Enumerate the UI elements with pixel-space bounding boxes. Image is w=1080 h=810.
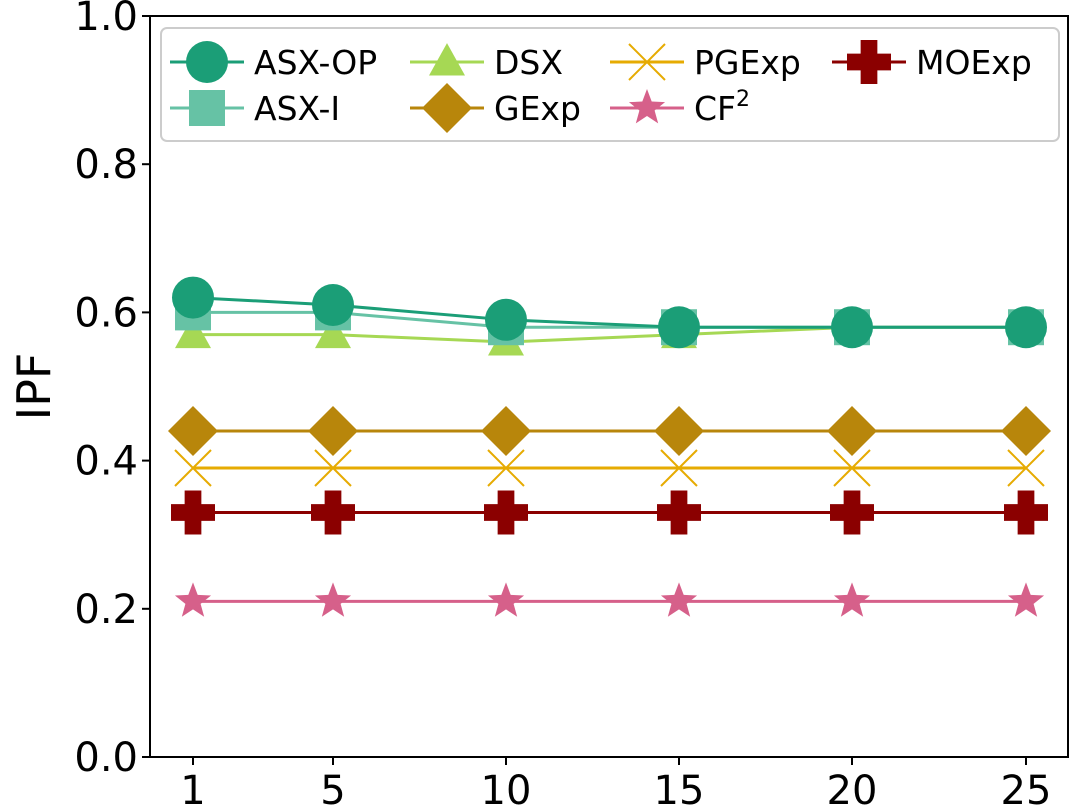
legend-marker-gexp bbox=[422, 83, 472, 133]
data-point-asx-op-20 bbox=[831, 306, 873, 349]
plot-frame bbox=[149, 15, 1069, 758]
data-point-gexp-20 bbox=[827, 405, 877, 456]
x-tick-label: 1 bbox=[180, 768, 205, 810]
data-point-pgexp-25 bbox=[1007, 449, 1045, 487]
data-point-pgexp-10 bbox=[487, 449, 525, 487]
legend-label: MOExp bbox=[916, 43, 1032, 82]
legend-box bbox=[160, 27, 1060, 142]
legend-marker-asx-op bbox=[186, 41, 228, 83]
data-point-pgexp-20 bbox=[833, 449, 871, 487]
data-point-dsx-1 bbox=[175, 315, 211, 349]
plot-lines bbox=[168, 276, 1051, 617]
data-point-moexp-5 bbox=[311, 490, 355, 535]
x-tick-label: 20 bbox=[827, 768, 878, 810]
legend-label: ASX-I bbox=[254, 89, 340, 128]
series-cf2-group bbox=[174, 582, 1045, 617]
data-point-cf2-10 bbox=[487, 582, 525, 617]
legend-item-pgexp: PGExp bbox=[610, 43, 801, 82]
data-point-asx-op-25 bbox=[1005, 306, 1047, 349]
data-point-moexp-15 bbox=[657, 490, 701, 535]
legend-marker-dsx bbox=[429, 43, 465, 76]
data-point-asx-op-5 bbox=[312, 283, 354, 326]
legend-item-moexp: MOExp bbox=[832, 40, 1032, 84]
data-point-pgexp-1 bbox=[174, 449, 212, 487]
data-point-dsx-5 bbox=[315, 315, 351, 349]
legend-label: CF2 bbox=[694, 87, 750, 128]
legend-label: GExp bbox=[494, 89, 581, 128]
y-tick-label: 0.0 bbox=[74, 735, 138, 781]
legend-label: PGExp bbox=[694, 43, 801, 82]
legend-marker-asx-i bbox=[189, 90, 225, 126]
data-point-cf2-25 bbox=[1007, 582, 1045, 617]
x-tick-label: 25 bbox=[1001, 768, 1052, 810]
data-point-gexp-15 bbox=[654, 405, 704, 456]
data-point-asx-op-15 bbox=[658, 306, 700, 349]
data-point-gexp-10 bbox=[481, 405, 531, 456]
y-tick-label: 0.4 bbox=[74, 439, 138, 485]
legend: ASX-OP DSX PGExp MOExp ASX-I GExp CF2 bbox=[160, 27, 1060, 142]
data-point-moexp-1 bbox=[171, 490, 215, 535]
legend-marker-pgexp bbox=[628, 43, 666, 81]
x-tick-label: 5 bbox=[320, 768, 345, 810]
legend-item-asx-op: ASX-OP bbox=[170, 41, 377, 83]
legend-item-cf2: CF2 bbox=[610, 87, 750, 128]
x-tick-label: 15 bbox=[654, 768, 705, 810]
data-point-cf2-5 bbox=[314, 582, 352, 617]
y-tick-label: 0.2 bbox=[74, 587, 138, 633]
x-tick-label: 10 bbox=[481, 768, 532, 810]
y-tick-label: 0.6 bbox=[74, 290, 138, 336]
series-asx-op-group bbox=[172, 276, 1047, 349]
data-point-gexp-5 bbox=[308, 405, 358, 456]
data-point-pgexp-15 bbox=[660, 449, 698, 487]
series-gexp-group bbox=[168, 405, 1051, 456]
legend-label: ASX-OP bbox=[254, 43, 377, 82]
data-point-cf2-20 bbox=[833, 582, 871, 617]
legend-item-gexp: GExp bbox=[410, 83, 581, 133]
series-dsx-group bbox=[175, 308, 1044, 356]
legend-marker-moexp bbox=[847, 40, 891, 84]
data-point-cf2-1 bbox=[174, 582, 212, 617]
data-point-asx-op-1 bbox=[172, 276, 214, 319]
data-point-moexp-25 bbox=[1004, 490, 1048, 535]
y-axis-title: IPF bbox=[7, 353, 61, 421]
data-point-moexp-10 bbox=[484, 490, 528, 535]
series-pgexp-group bbox=[174, 449, 1045, 487]
legend-item-dsx: DSX bbox=[410, 43, 563, 82]
data-point-pgexp-5 bbox=[314, 449, 352, 487]
legend-marker-cf2 bbox=[628, 89, 666, 124]
data-point-gexp-1 bbox=[168, 405, 218, 456]
y-tick-label: 1.0 bbox=[74, 0, 138, 40]
y-tick-label: 0.8 bbox=[74, 142, 138, 188]
data-point-moexp-20 bbox=[830, 490, 874, 535]
series-moexp-group bbox=[171, 490, 1048, 535]
legend-label-superscript: 2 bbox=[736, 87, 750, 112]
data-point-asx-op-10 bbox=[485, 298, 527, 341]
series-line-asx-op bbox=[192, 296, 1026, 329]
data-point-gexp-25 bbox=[1001, 405, 1051, 456]
legend-label: DSX bbox=[494, 43, 563, 82]
legend-item-asx-i: ASX-I bbox=[170, 89, 340, 128]
data-point-cf2-15 bbox=[660, 582, 698, 617]
